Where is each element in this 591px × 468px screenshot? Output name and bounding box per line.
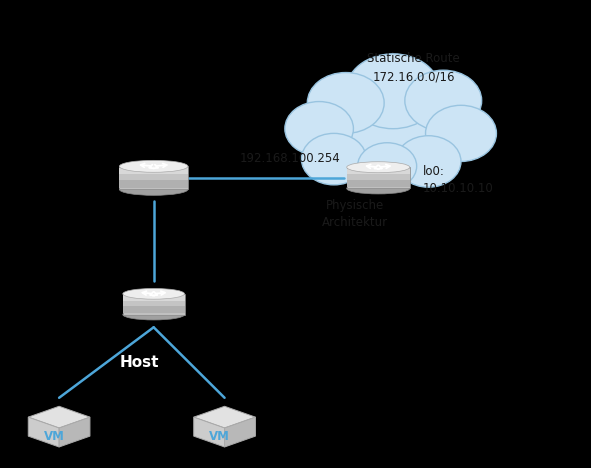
Polygon shape [123,294,184,314]
Circle shape [307,73,384,133]
Polygon shape [225,417,255,447]
Circle shape [396,136,461,187]
Ellipse shape [347,183,410,194]
Polygon shape [28,417,59,447]
Text: lo0:
10.10.10.10: lo0: 10.10.10.10 [423,165,493,195]
Ellipse shape [123,288,184,299]
Polygon shape [194,406,255,428]
Circle shape [426,105,496,161]
Polygon shape [194,417,225,447]
Polygon shape [123,295,184,302]
Ellipse shape [123,309,184,320]
Polygon shape [123,306,184,313]
Polygon shape [28,406,90,428]
Ellipse shape [347,162,410,173]
Polygon shape [347,174,410,182]
Polygon shape [347,167,410,189]
Polygon shape [119,180,188,188]
Circle shape [346,54,440,129]
Ellipse shape [119,161,188,172]
Text: VM: VM [44,431,64,444]
Circle shape [301,133,366,185]
Polygon shape [59,417,90,447]
Circle shape [285,102,353,156]
Ellipse shape [119,183,188,195]
Text: Physische
Architektur: Physische Architektur [322,199,388,229]
Polygon shape [123,300,184,308]
Text: VM: VM [209,431,230,444]
Polygon shape [347,169,410,176]
Polygon shape [119,166,188,190]
Circle shape [405,70,482,131]
Circle shape [331,87,443,176]
Circle shape [358,143,417,190]
Polygon shape [347,180,410,187]
Text: Host: Host [119,355,158,370]
Text: 192.168.100.254: 192.168.100.254 [239,152,340,165]
Text: Statische Route
172.16.0.0/16: Statische Route 172.16.0.0/16 [368,52,460,83]
Polygon shape [119,174,188,182]
Polygon shape [119,168,188,176]
